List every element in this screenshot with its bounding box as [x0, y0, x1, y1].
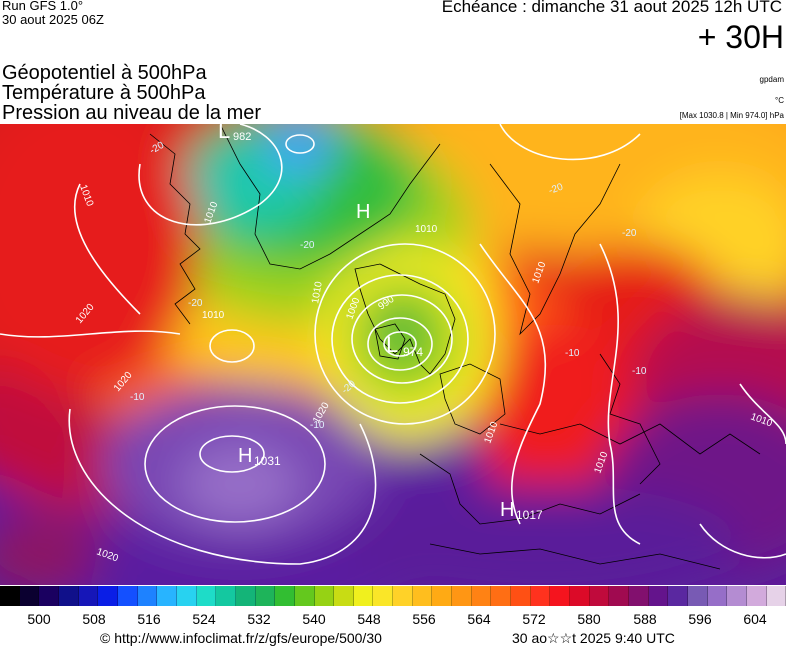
temperature-label: -20: [622, 228, 637, 239]
high-value: 1017: [516, 508, 543, 522]
temperature-label: -20: [188, 298, 203, 309]
colorbar: [0, 586, 786, 606]
colorbar-swatch: [570, 586, 590, 606]
colorbar-tick: 596: [688, 611, 712, 627]
colorbar-swatch: [196, 586, 217, 606]
colorbar-tick: 556: [412, 611, 436, 627]
colorbar-tick: 524: [192, 611, 216, 627]
colorbar-swatch: [511, 586, 531, 606]
temperature-label: -10: [565, 348, 580, 359]
high-1017: H 1017: [500, 499, 543, 522]
colorbar-swatch: [117, 586, 138, 606]
colorbar-tick: 604: [743, 611, 767, 627]
colorbar-swatch: [668, 586, 688, 606]
colorbar-swatch: [530, 586, 551, 606]
low-value: 974: [403, 345, 423, 359]
high-iceland: H: [356, 201, 370, 223]
low-974: L 974: [386, 332, 423, 359]
temperature-label: -20: [300, 240, 315, 251]
lead-time: + 30H: [697, 19, 784, 55]
generation-time: 30 ao☆☆t 2025 9:40 UTC: [512, 630, 675, 646]
unit-geopotential: gpdam: [759, 75, 784, 84]
colorbar-swatch: [491, 586, 512, 606]
colorbar-swatch: [393, 586, 413, 606]
unit-temperature: °C: [775, 96, 784, 105]
colorbar-tick: 588: [633, 611, 657, 627]
high-letter: H: [356, 201, 370, 223]
colorbar-swatch: [707, 586, 728, 606]
colorbar-tick: 580: [577, 611, 601, 627]
colorbar-swatch: [294, 586, 315, 606]
run-title: Run GFS 1.0°: [2, 0, 84, 13]
colorbar-swatch: [648, 586, 669, 606]
low-value: 982: [233, 131, 251, 143]
colorbar-swatch: [39, 586, 59, 606]
colorbar-tick: 516: [137, 611, 161, 627]
colorbar-tick: 572: [522, 611, 546, 627]
geopotential-field: [0, 124, 786, 585]
isobar-label: 1010: [415, 224, 438, 235]
colorbar-tick: 500: [27, 611, 51, 627]
low-letter: L: [386, 332, 398, 357]
colorbar-swatch: [687, 586, 708, 606]
colorbar-swatch: [589, 586, 610, 606]
title-geopotential: Géopotentiel à 500hPa: [2, 62, 207, 84]
colorbar-swatch: [275, 586, 295, 606]
colorbar-swatch: [78, 586, 99, 606]
colorbar-swatch: [727, 586, 747, 606]
high-letter: H: [500, 499, 514, 521]
colorbar-tick: 540: [302, 611, 326, 627]
colorbar-tick: 508: [82, 611, 106, 627]
isobars: [0, 124, 786, 565]
colorbar-swatch: [471, 586, 492, 606]
forecast-map[interactable]: L 982 H L 974 H 1031 H 1017 1010 1010 1010 1…: [0, 124, 786, 585]
colorbar-swatch: [550, 586, 571, 606]
temperature-label: -10: [310, 420, 325, 431]
colorbar-tick: 532: [247, 611, 271, 627]
colorbar-swatch: [452, 586, 472, 606]
unit-pressure-range: [Max 1030.8 | Min 974.0] hPa: [679, 111, 784, 120]
colorbar-swatch: [609, 586, 629, 606]
colorbar-swatch: [412, 586, 433, 606]
title-pressure: Pression au niveau de la mer: [2, 102, 262, 124]
colorbar-tick: 564: [467, 611, 491, 627]
high-letter: H: [238, 445, 252, 467]
colorbar-swatch: [176, 586, 197, 606]
isobar-label: 1010: [202, 310, 225, 321]
colorbar-swatch: [432, 586, 453, 606]
colorbar-swatch: [98, 586, 118, 606]
coastlines: [149, 124, 761, 570]
colorbar-swatch: [766, 586, 786, 606]
temperature-label: -10: [130, 392, 145, 403]
temperature-label: -20: [547, 181, 565, 196]
low-letter: L: [218, 124, 230, 143]
temperature-label: -10: [632, 366, 647, 377]
colorbar-swatch: [235, 586, 256, 606]
colorbar-swatch: [0, 586, 20, 606]
low-982: L 982: [218, 124, 251, 143]
copyright-link[interactable]: © http://www.infoclimat.fr/z/gfs/europe/…: [100, 630, 382, 646]
isobar-label: 1010: [310, 280, 325, 304]
colorbar-swatch: [746, 586, 767, 606]
run-date: 30 aout 2025 06Z: [2, 12, 104, 27]
colorbar-swatch: [314, 586, 335, 606]
colorbar-swatch: [334, 586, 354, 606]
colorbar-swatch: [157, 586, 177, 606]
pressure-centers: L 982 H L 974 H 1031 H 1017: [218, 124, 543, 522]
forecast-valid-time: Echéance : dimanche 31 aout 2025 12h UTC: [441, 0, 782, 16]
high-value: 1031: [254, 454, 281, 468]
colorbar-swatch: [353, 586, 374, 606]
colorbar-swatch: [373, 586, 394, 606]
colorbar-swatch: [58, 586, 79, 606]
title-temperature: Température à 500hPa: [2, 82, 206, 104]
colorbar-swatch: [19, 586, 40, 606]
colorbar-swatch: [216, 586, 236, 606]
colorbar-swatch: [137, 586, 158, 606]
colorbar-tick: 548: [357, 611, 381, 627]
colorbar-swatch: [255, 586, 276, 606]
colorbar-swatch: [629, 586, 649, 606]
high-1031: H 1031: [238, 445, 281, 468]
